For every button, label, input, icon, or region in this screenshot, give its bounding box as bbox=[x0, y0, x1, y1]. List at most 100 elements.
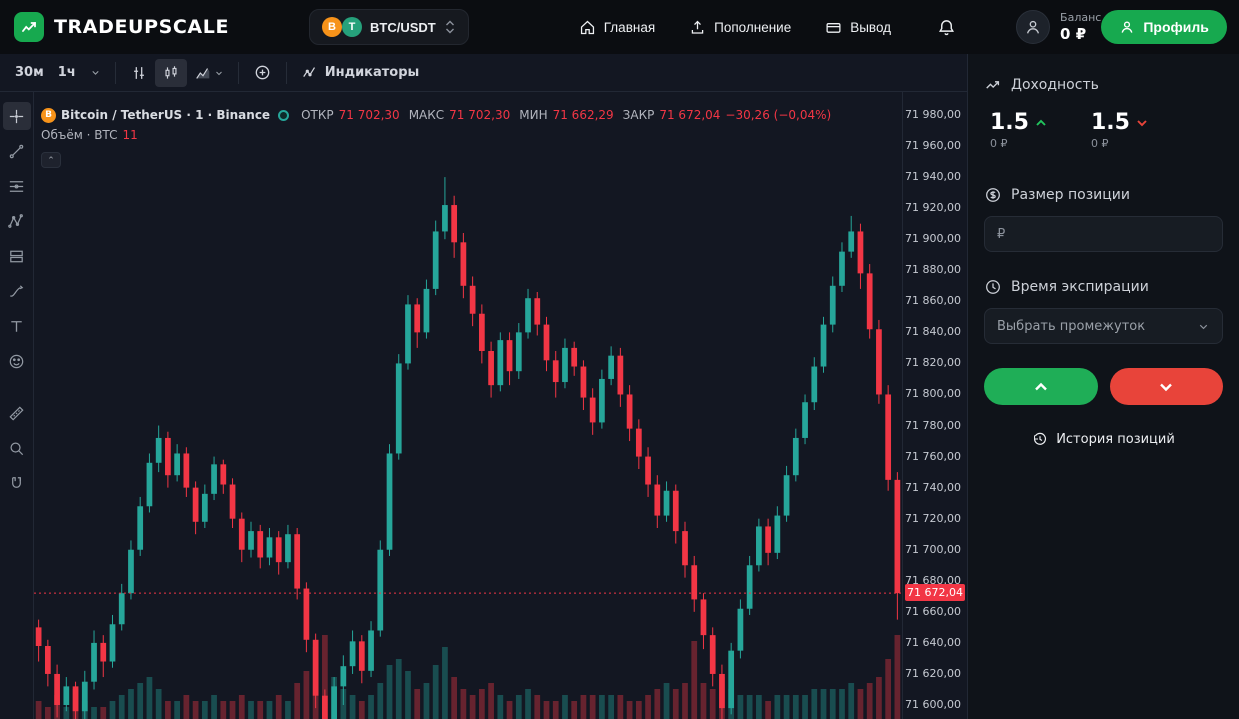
timeframe-dropdown-button[interactable] bbox=[83, 59, 108, 87]
legend-collapse-button[interactable]: ⌃ bbox=[41, 152, 61, 168]
emoji-tool-button[interactable] bbox=[3, 347, 31, 375]
timeframe-30m-button[interactable]: 30м bbox=[8, 59, 51, 87]
profit-section-header: Доходность bbox=[984, 76, 1223, 94]
text-tool-button[interactable] bbox=[3, 312, 31, 340]
xabcd-pattern-icon bbox=[8, 213, 23, 228]
fib-retracement-icon bbox=[9, 180, 24, 192]
chevron-down-icon bbox=[215, 71, 222, 75]
price-tick: 71 940,00 bbox=[905, 170, 961, 184]
price-tick: 71 980,00 bbox=[905, 108, 961, 121]
bet-up-button[interactable] bbox=[984, 368, 1098, 405]
chart-plot: B Bitcoin / TetherUS · 1 · Binance ОТКР … bbox=[34, 92, 902, 719]
position-tool-icon bbox=[10, 250, 23, 262]
zoom-tool-button[interactable] bbox=[3, 434, 31, 462]
brand[interactable]: TRADEUPSCALE bbox=[14, 12, 229, 42]
crosshair-tool-button[interactable] bbox=[2, 102, 31, 130]
toolbar-divider bbox=[285, 61, 287, 84]
price-tick: 71 620,00 bbox=[905, 666, 961, 680]
account-block[interactable]: Баланс 0 ₽ bbox=[1016, 10, 1101, 44]
price-tick: 71 820,00 bbox=[905, 356, 961, 370]
price-tick: 71 840,00 bbox=[905, 325, 961, 339]
emoji-icon bbox=[9, 354, 24, 368]
person-icon bbox=[1026, 20, 1040, 34]
nav-deposit[interactable]: Пополнение bbox=[689, 19, 791, 36]
nav-deposit-label: Пополнение bbox=[714, 19, 792, 35]
compare-button[interactable] bbox=[246, 59, 279, 87]
indicators-icon bbox=[302, 66, 315, 77]
expiration-label: Время экспирации bbox=[1011, 279, 1149, 295]
bar-settings-button[interactable] bbox=[123, 59, 155, 87]
down-amount: 0 ₽ bbox=[1090, 137, 1109, 150]
header: TRADEUPSCALE B T BTC/USDT Главная Пополн… bbox=[0, 0, 1239, 54]
price-tick: 71 640,00 bbox=[905, 635, 961, 649]
clock-icon bbox=[986, 280, 1000, 294]
profile-button-label: Профиль bbox=[1143, 19, 1209, 35]
brand-name: TRADEUPSCALE bbox=[54, 16, 230, 38]
bar-settings-icon bbox=[133, 66, 144, 79]
price-tick: 71 800,00 bbox=[905, 387, 961, 401]
position-size-input[interactable] bbox=[984, 216, 1223, 252]
brush-tool-button[interactable] bbox=[3, 277, 31, 305]
crosshair-icon bbox=[9, 109, 24, 123]
position-tool-button[interactable] bbox=[3, 242, 31, 270]
bet-down-button[interactable] bbox=[1109, 368, 1223, 405]
price-tick: 71 780,00 bbox=[905, 418, 961, 432]
nav-home[interactable]: Главная bbox=[579, 19, 655, 36]
ruler-tool-button[interactable] bbox=[3, 399, 31, 427]
price-axis[interactable]: 71 980,00 71 960,00 71 940,00 71 920,00 71 9… bbox=[902, 92, 968, 719]
profile-icon bbox=[1121, 21, 1133, 33]
position-size-label: Размер позиции bbox=[1011, 187, 1130, 203]
timeframe-1h-button[interactable]: 1ч bbox=[51, 59, 83, 87]
chevron-up-icon bbox=[1034, 382, 1047, 390]
home-icon bbox=[580, 20, 594, 34]
expiration-select[interactable]: Выбрать промежуток bbox=[984, 308, 1223, 344]
usdt-coin-icon: T bbox=[342, 17, 363, 37]
balance-label: Баланс bbox=[1060, 11, 1102, 24]
price-tick: 71 960,00 bbox=[905, 139, 961, 153]
candlestick-chart[interactable] bbox=[34, 92, 902, 719]
nav-home-label: Главная bbox=[603, 19, 656, 35]
position-history-button[interactable]: История позиций bbox=[984, 431, 1223, 447]
dollar-circle-icon bbox=[986, 188, 1000, 202]
chevron-up-green-icon bbox=[1036, 119, 1046, 126]
avatar[interactable] bbox=[1016, 10, 1051, 44]
price-tick: 71 740,00 bbox=[905, 480, 961, 494]
history-clock-icon bbox=[1034, 432, 1047, 445]
toolbar-divider bbox=[237, 61, 239, 84]
pair-label: BTC/USDT bbox=[370, 19, 436, 35]
profile-button[interactable]: Профиль bbox=[1101, 10, 1227, 44]
price-tick: 71 600,00 bbox=[905, 698, 961, 711]
area-style-button[interactable] bbox=[187, 59, 231, 87]
up-multiplier: 1.5 bbox=[990, 110, 1029, 135]
balance-value: 0 ₽ bbox=[1060, 25, 1087, 43]
indicators-label: Индикаторы bbox=[324, 65, 420, 80]
position-history-label: История позиций bbox=[1056, 431, 1175, 447]
price-tick: 71 860,00 bbox=[905, 294, 961, 308]
indicators-button[interactable]: Индикаторы bbox=[294, 59, 427, 87]
notifications-button[interactable] bbox=[937, 18, 956, 37]
profit-up-block: 1.5 0 ₽ bbox=[990, 110, 1049, 150]
balance-block: Баланс 0 ₽ bbox=[1060, 11, 1101, 43]
trendline-icon bbox=[9, 144, 24, 158]
nav-withdraw[interactable]: Вывод bbox=[825, 19, 891, 36]
candles-style-button[interactable] bbox=[154, 58, 187, 87]
area-chart-icon bbox=[195, 67, 210, 79]
chevron-down-icon bbox=[92, 71, 99, 75]
price-tick: 71 700,00 bbox=[905, 542, 961, 556]
bell-icon bbox=[939, 19, 955, 35]
pair-selector[interactable]: B T BTC/USDT bbox=[309, 9, 469, 45]
down-multiplier: 1.5 bbox=[1090, 110, 1130, 135]
chart-toolbar: 30м 1ч bbox=[0, 54, 967, 92]
deposit-icon bbox=[691, 20, 704, 34]
text-tool-icon bbox=[11, 320, 22, 332]
chevron-down-red-icon bbox=[1137, 119, 1147, 126]
main-nav: Главная Пополнение Вывод bbox=[579, 19, 891, 36]
pattern-tool-button[interactable] bbox=[3, 207, 31, 235]
price-tick: 71 920,00 bbox=[905, 201, 961, 215]
brush-icon bbox=[9, 284, 24, 297]
trendline-tool-button[interactable] bbox=[3, 137, 31, 165]
magnet-tool-button[interactable] bbox=[3, 469, 31, 497]
chart-column: 30м 1ч bbox=[0, 54, 968, 719]
fib-tool-button[interactable] bbox=[3, 172, 31, 200]
magnet-icon bbox=[12, 476, 21, 488]
